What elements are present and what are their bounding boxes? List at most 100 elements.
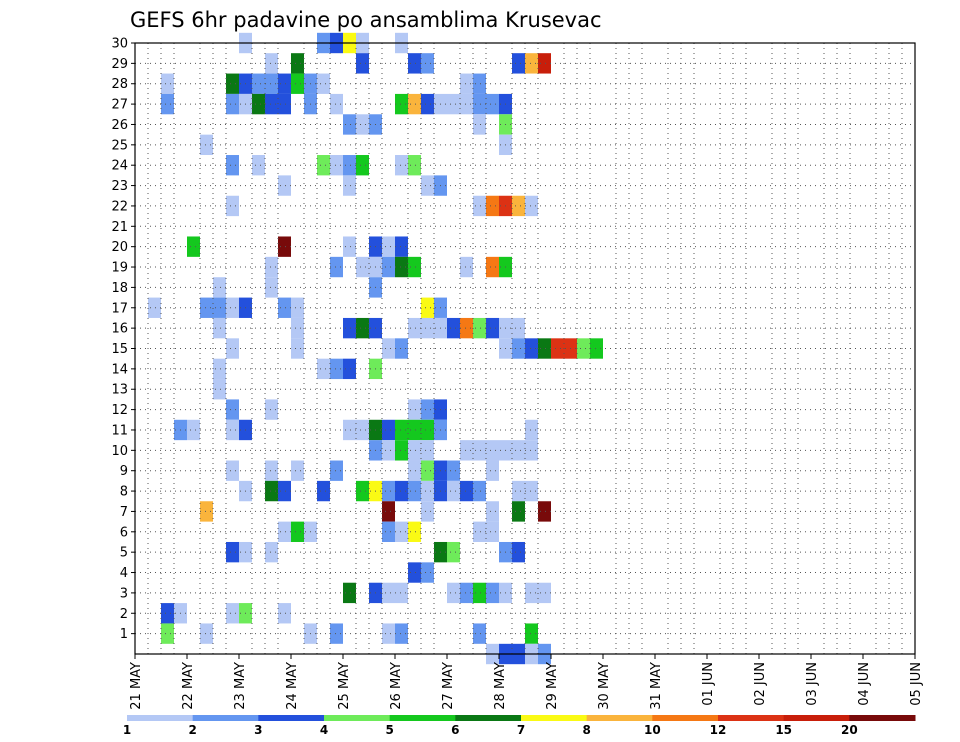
heatmap-cell [447, 480, 460, 502]
y-tick-label: 20 [111, 240, 128, 255]
heatmap-cell [343, 114, 356, 135]
colorbar-swatch [718, 715, 785, 721]
heatmap-cell [291, 338, 304, 359]
colorbar-label: 20 [841, 723, 858, 737]
grid-lines [135, 42, 915, 654]
heatmap-cell [395, 338, 408, 359]
heatmap-cell [395, 236, 408, 257]
heatmap-cell [265, 93, 278, 115]
heatmap-cell [512, 317, 525, 339]
colorbar-label: 3 [254, 723, 262, 737]
heatmap-cell [447, 541, 460, 563]
heatmap-cell [382, 256, 395, 278]
heatmap-cell [226, 155, 239, 176]
heatmap-cell [512, 53, 525, 74]
heatmap-cell [421, 480, 434, 502]
heatmap-cell [226, 460, 239, 481]
x-tick-label: 23 MAY [233, 662, 248, 710]
y-tick-label: 23 [111, 179, 128, 194]
heatmap-cell [408, 521, 421, 542]
heatmap-cell [343, 175, 356, 196]
x-tick-label: 03 JUN [805, 662, 820, 706]
heatmap-cell [278, 175, 291, 196]
heatmap-cell [382, 236, 395, 257]
heatmap-cell [330, 155, 343, 176]
heatmap-cell [226, 419, 239, 441]
heatmap-cell [460, 440, 473, 461]
heatmap-cell [317, 155, 330, 176]
heatmap-cell [408, 440, 421, 461]
x-tick-label: 27 MAY [441, 662, 456, 710]
heatmap-cell [408, 155, 421, 176]
heatmap-cell [538, 582, 551, 604]
y-tick-label: 16 [111, 322, 128, 337]
heatmap-cell [343, 358, 356, 380]
heatmap-cell [187, 419, 200, 441]
heatmap-cell [538, 338, 551, 359]
heatmap-cell [395, 521, 408, 542]
heatmap-cell [382, 480, 395, 502]
heatmap-cell [291, 297, 304, 318]
y-tick-label: 18 [111, 281, 128, 296]
heatmap-cell [213, 297, 226, 318]
heatmap-cell [473, 521, 486, 542]
heatmap-cell [226, 195, 239, 217]
colorbar: 1 2 3 4 5 6 7 8 10 12 15 20 [123, 715, 916, 737]
heatmap-cell [317, 73, 330, 94]
heatmap-cell [551, 338, 564, 359]
y-tick-label: 27 [111, 98, 128, 113]
heatmap-cell [395, 480, 408, 502]
heatmap-cell [343, 317, 356, 339]
heatmap-cell [330, 93, 343, 115]
x-tick-label: 02 JUN [753, 662, 768, 706]
heatmap-cell [278, 73, 291, 94]
heatmap-cell [265, 256, 278, 278]
x-tick-label: 22 MAY [181, 662, 196, 710]
heatmap-cell [473, 317, 486, 339]
heatmap-cell [265, 73, 278, 94]
heatmap-cell [538, 53, 551, 74]
heatmap-cell [213, 277, 226, 298]
heatmap-cell [421, 297, 434, 318]
y-tick-label: 28 [111, 77, 128, 92]
y-tick-label: 26 [111, 118, 128, 133]
x-tick-label: 21 MAY [129, 662, 144, 710]
heatmap-cell [226, 338, 239, 359]
y-tick-label: 10 [111, 444, 128, 459]
heatmap-cell [265, 541, 278, 563]
heatmap-cell [161, 623, 174, 644]
colorbar-label: 10 [644, 723, 661, 737]
heatmap-cell [421, 317, 434, 339]
heatmap-cell [395, 582, 408, 604]
heatmap-cell [525, 338, 538, 359]
heatmap-cell [278, 603, 291, 624]
y-tick-label: 2 [120, 607, 128, 622]
x-tick-label: 04 JUN [857, 662, 872, 706]
heatmap-cell [525, 480, 538, 502]
heatmap-cell [356, 53, 369, 74]
heatmap-cell [512, 338, 525, 359]
heatmap-cell [291, 53, 304, 74]
colorbar-label: 6 [451, 723, 459, 737]
y-tick-label: 21 [111, 220, 128, 235]
heatmap-cell [343, 582, 356, 604]
heatmap-cell [343, 236, 356, 257]
heatmap-cell [382, 419, 395, 441]
x-tick-label: 25 MAY [337, 662, 352, 710]
colorbar-swatch [521, 715, 588, 721]
heatmap-cell [512, 541, 525, 563]
heatmap-cell [486, 582, 499, 604]
heatmap-cell [421, 175, 434, 196]
heatmap-cell [330, 623, 343, 644]
heatmap-cell [395, 623, 408, 644]
y-tick-label: 19 [111, 261, 128, 276]
y-tick-label: 3 [120, 586, 128, 601]
colorbar-label: 1 [123, 723, 131, 737]
heatmap-cell [226, 541, 239, 563]
heatmap-cell [421, 460, 434, 481]
y-tick-label: 11 [111, 423, 128, 438]
heatmap-cell [486, 256, 499, 278]
heatmap-cell [525, 419, 538, 441]
heatmap-cell [486, 440, 499, 461]
y-tick-label: 17 [111, 301, 128, 316]
